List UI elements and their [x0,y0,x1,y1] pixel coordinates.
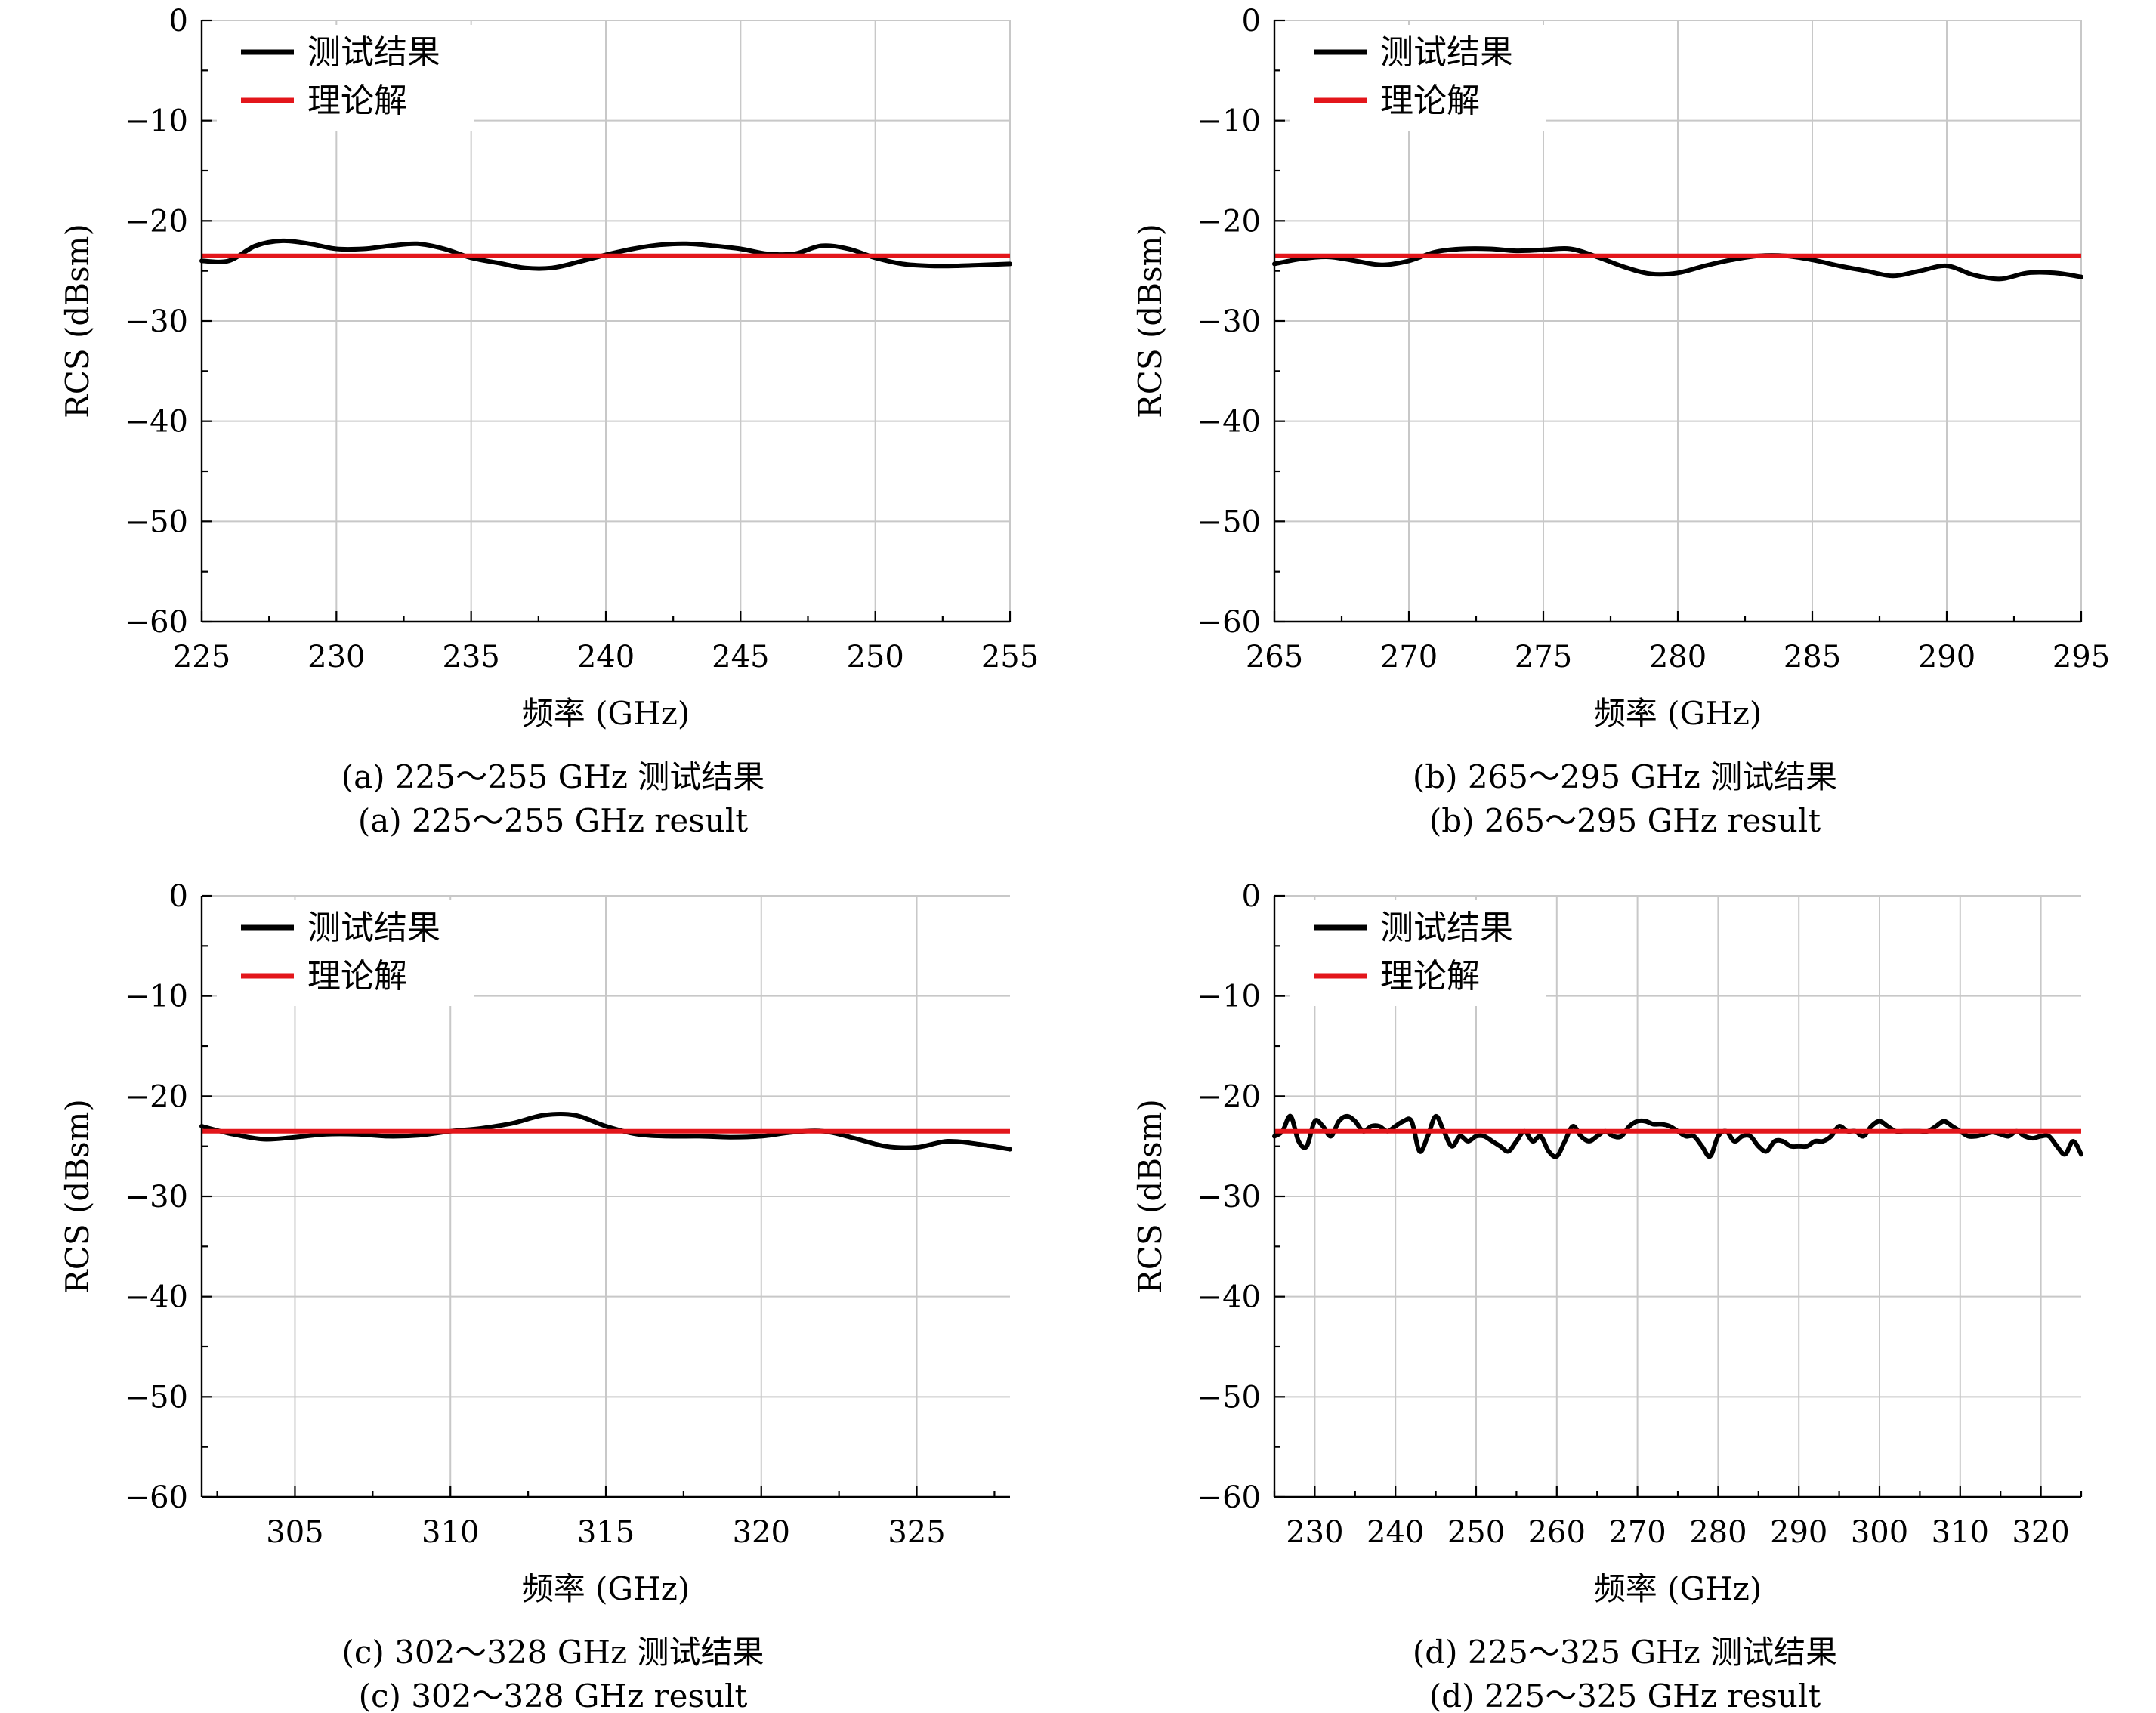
caption-en: (d) 225～325 GHz result [1429,1678,1821,1713]
series-line-measured [199,1111,1012,1152]
legend-label-theory: 理论解 [1380,82,1480,120]
x-tick-label: 230 [1286,1515,1343,1550]
legend-box [1290,900,1546,1006]
caption-cn: (a) 225～255 GHz 测试结果 [341,758,765,795]
x-tick-label: 290 [1918,640,1975,674]
x-tick-label: 270 [1380,640,1438,674]
x-axis-label: 频率 (GHz) [1594,695,1762,732]
legend-box [217,25,474,131]
y-axis-label: RCS (dBsm) [1132,224,1169,418]
legend-label-measured: 测试结果 [307,33,440,72]
y-tick-label: −40 [125,405,188,440]
caption-en: (c) 302～328 GHz result [359,1678,748,1713]
x-tick-label: 280 [1649,640,1707,674]
x-tick-label: 280 [1689,1515,1747,1550]
y-tick-label: −30 [1197,1180,1261,1215]
x-axis-label: 频率 (GHz) [522,695,690,732]
caption-cn: (d) 225～325 GHz 测试结果 [1413,1634,1837,1671]
x-tick-label: 290 [1770,1515,1827,1550]
y-tick-label: −40 [1197,1280,1261,1315]
y-tick-label: −30 [125,304,188,339]
x-tick-label: 235 [442,640,499,674]
x-tick-label: 300 [1851,1515,1908,1550]
legend-label-theory: 理论解 [307,957,407,995]
y-tick-label: 0 [169,4,188,39]
x-tick-label: 225 [173,640,230,674]
x-tick-label: 320 [733,1515,790,1550]
legend-label-theory: 理论解 [307,82,407,120]
x-axis-label: 频率 (GHz) [1594,1570,1762,1607]
legend-box [217,900,474,1006]
y-tick-label: −40 [125,1280,188,1315]
x-tick-label: 270 [1608,1515,1666,1550]
x-tick-label: 305 [266,1515,323,1550]
legend-label-measured: 测试结果 [1380,33,1513,72]
x-tick-label: 245 [712,640,769,674]
x-tick-label: 315 [577,1515,635,1550]
x-tick-label: 275 [1515,640,1572,674]
y-tick-label: 0 [169,879,188,914]
caption-cn: (b) 265～295 GHz 测试结果 [1413,758,1837,795]
x-tick-label: 295 [2053,640,2110,674]
y-tick-label: −60 [125,605,188,640]
y-tick-label: −30 [1197,304,1261,339]
y-tick-label: −10 [125,980,188,1014]
x-tick-label: 255 [981,640,1039,674]
y-tick-label: −50 [1197,505,1261,539]
x-tick-label: 260 [1528,1515,1586,1550]
x-tick-label: 240 [1367,1515,1424,1550]
x-tick-label: 240 [577,640,635,674]
y-tick-label: −60 [1197,1480,1261,1515]
y-tick-label: −10 [1197,980,1261,1014]
x-tick-label: 320 [2012,1515,2069,1550]
y-tick-label: −20 [1197,204,1261,239]
caption-cn: (c) 302～328 GHz 测试结果 [342,1634,764,1671]
y-tick-label: −20 [125,1079,188,1114]
legend-label-measured: 测试结果 [1380,909,1513,947]
y-tick-label: −50 [125,505,188,539]
y-tick-label: −20 [1197,1079,1261,1114]
series-line-measured [1272,245,2083,282]
x-axis-label: 频率 (GHz) [522,1570,690,1607]
y-tick-label: −40 [1197,405,1261,440]
x-tick-label: 325 [888,1515,945,1550]
x-tick-label: 250 [846,640,903,674]
x-tick-label: 230 [307,640,365,674]
y-tick-label: −60 [125,1480,188,1515]
y-tick-label: −10 [1197,104,1261,139]
x-tick-label: 310 [422,1515,479,1550]
x-tick-label: 310 [1932,1515,1989,1550]
x-tick-label: 285 [1784,640,1841,674]
y-tick-label: −30 [125,1180,188,1215]
x-tick-label: 265 [1246,640,1303,674]
y-axis-label: RCS (dBsm) [1132,1099,1169,1294]
legend-box [1290,25,1546,131]
y-tick-label: −10 [125,104,188,139]
y-tick-label: −50 [1197,1380,1261,1415]
legend-label-measured: 测试结果 [307,909,440,947]
y-tick-label: 0 [1242,4,1261,39]
y-axis-label: RCS (dBsm) [59,224,96,418]
caption-en: (a) 225～255 GHz result [358,802,748,839]
y-axis-label: RCS (dBsm) [59,1099,96,1294]
caption-en: (b) 265～295 GHz result [1429,802,1821,839]
y-tick-label: −20 [125,204,188,239]
y-tick-label: −60 [1197,605,1261,640]
x-tick-label: 250 [1447,1515,1505,1550]
y-tick-label: −50 [125,1380,188,1415]
legend-label-theory: 理论解 [1380,957,1480,995]
y-tick-label: 0 [1242,879,1261,914]
